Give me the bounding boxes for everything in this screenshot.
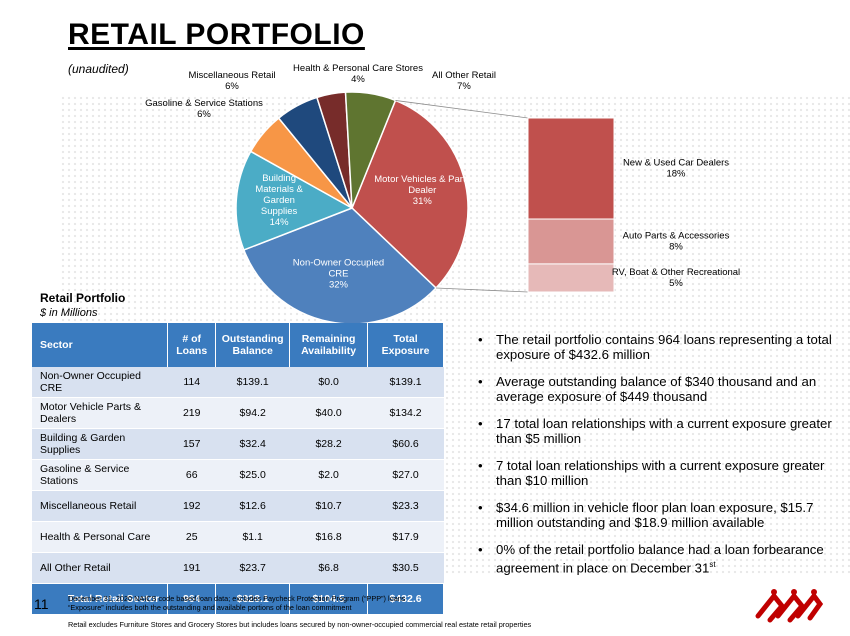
pie-slice-label: Gasoline & Service Stations 6% xyxy=(145,98,263,120)
cell-total: $23.3 xyxy=(367,490,444,522)
table-row: Motor Vehicle Parts & Dealers 219 $94.2 $40… xyxy=(32,397,444,429)
header-remaining: Remaining Availability xyxy=(289,323,369,367)
bullet-item: $34.6 million in vehicle floor plan loan… xyxy=(476,500,836,530)
bullet-item: 7 total loan relationships with a curren… xyxy=(476,458,836,488)
cell-outstanding: $23.7 xyxy=(215,552,290,584)
cell-remaining: $2.0 xyxy=(289,459,368,491)
pie-slice xyxy=(235,150,354,251)
total-exposure: $432.6 xyxy=(367,583,444,614)
header-total: Total Exposure xyxy=(367,323,444,367)
connector-line xyxy=(395,100,529,119)
summary-bullets: The retail portfolio contains 964 loans … xyxy=(476,332,836,587)
cell-sector: Miscellaneous Retail xyxy=(32,490,168,522)
cell-sector: Building & Garden Supplies xyxy=(32,428,168,460)
cell-sector: Health & Personal Care xyxy=(32,521,168,553)
bar-segment xyxy=(527,263,615,293)
total-loans: 964 xyxy=(167,583,217,614)
pie-slice xyxy=(242,207,438,325)
page-subtitle: (unaudited) xyxy=(68,62,129,76)
cell-remaining: $16.8 xyxy=(289,521,368,553)
table-units: $ in Millions xyxy=(40,307,98,319)
page-number: 11 xyxy=(34,596,49,612)
bar-segment-label: Auto Parts & Accessories 8% xyxy=(623,230,730,252)
footnote-2: “Exposure” includes both the outstanding… xyxy=(68,603,352,612)
bullet-item: The retail portfolio contains 964 loans … xyxy=(476,332,836,362)
pie-slice-label: Non-Owner Occupied CRE 32% xyxy=(293,257,384,290)
table-row: Gasoline & Service Stations 66 $25.0 $2.0 $2… xyxy=(32,459,444,491)
cell-total: $27.0 xyxy=(367,459,444,491)
cell-loans: 66 xyxy=(167,459,216,491)
cell-sector: All Other Retail xyxy=(32,552,168,584)
cell-outstanding: $139.1 xyxy=(215,367,290,398)
footnote-1: December 31, 2020 NAICS code based loan … xyxy=(68,594,406,603)
bullet-item-forbearance: 0% of the retail portfolio balance had a… xyxy=(476,542,836,575)
header-sector: Sector xyxy=(32,323,169,367)
cell-sector: Non-Owner Occupied CRE xyxy=(32,367,168,398)
bar-segment-label: New & Used Car Dealers 18% xyxy=(623,158,729,180)
bar-segment xyxy=(527,218,615,265)
table-row: Non-Owner Occupied CRE 114 $139.1 $0.0 $139.… xyxy=(32,367,444,398)
cell-total: $139.1 xyxy=(367,367,444,398)
cell-sector: Gasoline & Service Stations xyxy=(32,459,168,491)
cell-total: $30.5 xyxy=(367,552,444,584)
pie-slice-label: Building Materials & Garden Supplies 14% xyxy=(255,173,303,228)
table-row: All Other Retail 191 $23.7 $6.8 $30.5 xyxy=(32,552,444,584)
cell-outstanding: $1.1 xyxy=(215,521,290,553)
footnote-3: Retail excludes Furniture Stores and Gro… xyxy=(68,620,532,629)
pie-slice xyxy=(351,99,469,290)
total-outstanding: $328.1 xyxy=(215,583,291,614)
pie-slice-label: Miscellaneous Retail 6% xyxy=(188,70,275,92)
table-row: Miscellaneous Retail 192 $12.6 $10.7 $23.3 xyxy=(32,490,444,522)
retail-portfolio-table: Sector # of Loans Outstanding Balance Re… xyxy=(32,323,444,614)
table-row: Building & Garden Supplies 157 $32.4 $28.2 $… xyxy=(32,428,444,460)
header-outstanding: Outstanding Balance xyxy=(215,323,291,367)
pie-slice-label: Health & Personal Care Stores 4% xyxy=(293,63,423,85)
page-title: RETAIL PORTFOLIO xyxy=(68,18,365,51)
total-sector: Total Retail Sector xyxy=(32,583,169,614)
cell-outstanding: $94.2 xyxy=(215,397,290,429)
cell-loans: 191 xyxy=(167,552,216,584)
bullet-text: 0% of the retail portfolio balance had a… xyxy=(496,542,824,576)
cell-outstanding: $12.6 xyxy=(215,490,290,522)
cell-outstanding: $32.4 xyxy=(215,428,290,460)
bar-segment xyxy=(527,117,615,220)
bullet-item: Average outstanding balance of $340 thou… xyxy=(476,374,836,404)
cell-loans: 25 xyxy=(167,521,216,553)
cell-total: $60.6 xyxy=(367,428,444,460)
bar-segment-label: RV, Boat & Other Recreational 5% xyxy=(612,267,740,289)
table-row: Health & Personal Care 25 $1.1 $16.8 $17.9 xyxy=(32,521,444,553)
table-total-row: Total Retail Sector 964 $328.1 $104.5 $4… xyxy=(32,583,444,614)
cell-remaining: $0.0 xyxy=(289,367,368,398)
cell-outstanding: $25.0 xyxy=(215,459,290,491)
table-title: Retail Portfolio xyxy=(40,291,126,305)
cell-loans: 114 xyxy=(167,367,216,398)
connector-line xyxy=(435,287,529,293)
bullet-item: 17 total loan relationships with a curre… xyxy=(476,416,836,446)
cell-remaining: $6.8 xyxy=(289,552,368,584)
pie-slice-label: Motor Vehicles & Parts Dealer 31% xyxy=(374,174,470,207)
header-loans: # of Loans xyxy=(167,323,217,367)
cell-loans: 219 xyxy=(167,397,216,429)
cell-loans: 192 xyxy=(167,490,216,522)
cell-remaining: $40.0 xyxy=(289,397,368,429)
cell-remaining: $28.2 xyxy=(289,428,368,460)
total-remaining: $104.5 xyxy=(289,583,369,614)
cell-loans: 157 xyxy=(167,428,216,460)
cell-sector: Motor Vehicle Parts & Dealers xyxy=(32,397,168,429)
cell-total: $134.2 xyxy=(367,397,444,429)
pie-slice-label: All Other Retail 7% xyxy=(432,70,496,92)
cell-total: $17.9 xyxy=(367,521,444,553)
company-logo-icon xyxy=(755,589,824,623)
pie-slice xyxy=(344,91,397,209)
table-header-row: Sector # of Loans Outstanding Balance Re… xyxy=(32,323,444,367)
bullet-superscript: st xyxy=(709,560,716,569)
cell-remaining: $10.7 xyxy=(289,490,368,522)
